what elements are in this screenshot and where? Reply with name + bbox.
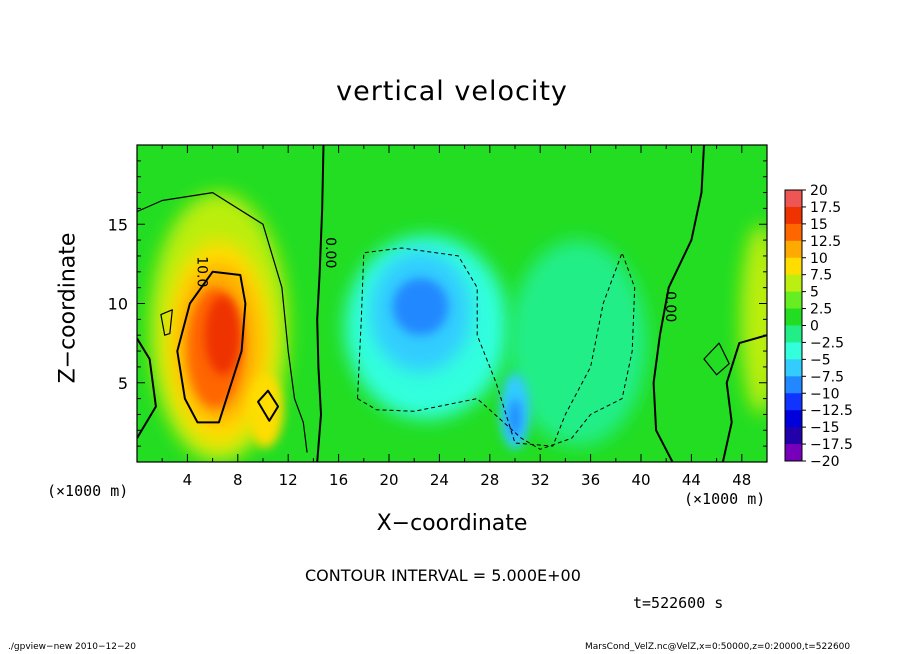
field-patch [392, 278, 449, 336]
x-tick-label: 8 [233, 471, 243, 489]
contour-line [703, 342, 730, 376]
colorbar-segment [785, 376, 802, 394]
y-tick-label: 15 [108, 215, 128, 234]
colorbar-tick-label: 0 [810, 319, 819, 335]
x-tick-label: 40 [631, 471, 650, 489]
colorbar-tick-label: 5 [810, 285, 819, 301]
colorbar-segment [785, 291, 802, 310]
colorbar-tick-label: 10 [810, 251, 828, 267]
contour-line [357, 247, 636, 450]
x-tick-label: 16 [329, 471, 348, 489]
colorbar-tick-label: 20 [810, 183, 828, 199]
colorbar-tick-label: 17.5 [810, 200, 841, 216]
x-tick-label: 28 [480, 471, 499, 489]
chart-title: vertical velocity [336, 76, 568, 107]
contour-line [257, 389, 280, 422]
colorbar-segment [785, 223, 802, 242]
contour-line [316, 145, 325, 462]
colorbar-segment [785, 274, 802, 293]
colorbar-segment [785, 308, 802, 326]
colorbar-tick-label: −7.5 [810, 369, 844, 385]
colorbar-tick-label: 2.5 [810, 302, 832, 318]
colorbar-segment [785, 325, 802, 343]
x-tick-label: 20 [379, 471, 398, 489]
colorbar-segment [785, 393, 802, 411]
x-tick-label: 4 [183, 471, 193, 489]
colorbar-segment [785, 427, 802, 445]
colorbar-segment [785, 359, 802, 377]
colorbar-tick-label: −15 [810, 420, 840, 436]
colorbar-segment [785, 444, 802, 462]
x-unit-label-left: (×1000 m) [47, 482, 129, 500]
colorbar-tick-label: 7.5 [810, 268, 832, 284]
field-patch [247, 374, 284, 448]
y-tick-label: 10 [108, 295, 128, 314]
x-tick-label: 32 [531, 471, 550, 489]
field-patch [508, 398, 522, 437]
colorbar-tick-label: 12.5 [810, 234, 841, 250]
contour-label: 10.0 [193, 256, 209, 287]
colorbar-segment [785, 410, 802, 428]
contour-line [721, 334, 767, 462]
footer-left: ./gpview−new 2010−12−20 [8, 642, 136, 652]
x-tick-label: 12 [279, 471, 298, 489]
colorbar-tick-label: −17.5 [810, 437, 853, 453]
x-unit-label-right: (×1000 m) [684, 490, 766, 508]
x-tick-label: 44 [682, 471, 701, 489]
field-patch [508, 240, 648, 447]
colorbar-segment [785, 206, 802, 225]
contour-label: 0.00 [662, 291, 678, 322]
footer-right: MarsCond_VelZ.nc@VelZ,x=0:50000,z=0:2000… [585, 642, 851, 652]
colorbar-segment [785, 240, 802, 259]
contour-interval-label: CONTOUR INTERVAL = 5.000E+00 [305, 566, 581, 585]
field-patch [205, 295, 241, 375]
colorbar-segment [785, 342, 802, 360]
heatmap-field: 10.0 0.00 0.00 [137, 145, 767, 462]
contour-line [160, 309, 173, 336]
field-patch [740, 224, 767, 415]
contour-line [652, 145, 705, 462]
colorbar-tick-label: 15 [810, 217, 828, 233]
colorbar-tick-label: −5 [810, 352, 831, 368]
y-tick-label: 5 [118, 374, 128, 393]
contour-line [137, 192, 308, 453]
x-tick-label: 48 [732, 471, 751, 489]
colorbar-tick-label: −20 [810, 454, 840, 470]
x-tick-label: 36 [581, 471, 600, 489]
colorbar-tick-label: −12.5 [810, 403, 853, 419]
contour-line [176, 270, 247, 424]
contour-line [137, 337, 157, 439]
colorbar: 2017.51512.5107.552.50−2.5−5−7.5−10−12.5… [784, 183, 853, 470]
time-label: t=522600 s [633, 594, 724, 612]
colorbar-segment [785, 190, 802, 208]
colorbar-tick-label: −2.5 [810, 335, 844, 351]
contour-label: 0.00 [322, 237, 338, 268]
x-axis-label: X−coordinate [376, 511, 528, 536]
x-tick-label: 24 [430, 471, 449, 489]
colorbar-tick-label: −10 [810, 386, 840, 402]
y-axis-label: Z−coordinate [55, 232, 81, 384]
colorbar-segment [785, 257, 802, 276]
